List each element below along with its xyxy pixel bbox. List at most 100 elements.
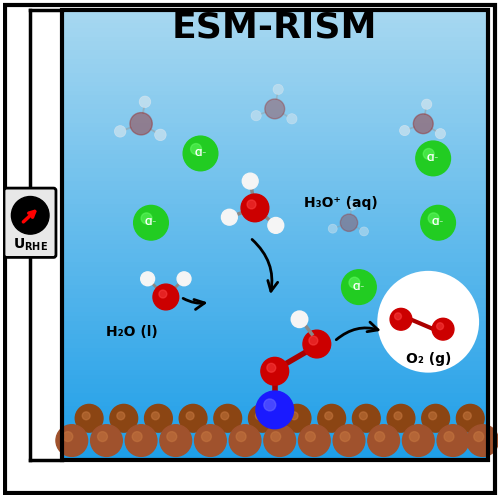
Circle shape bbox=[394, 412, 402, 420]
Circle shape bbox=[378, 272, 478, 371]
Circle shape bbox=[400, 125, 410, 136]
Circle shape bbox=[436, 323, 444, 330]
Text: Cl⁻: Cl⁻ bbox=[145, 218, 157, 227]
Circle shape bbox=[394, 313, 402, 320]
Text: ESM-RISM: ESM-RISM bbox=[172, 10, 378, 44]
Circle shape bbox=[283, 404, 311, 432]
Text: Cl⁻: Cl⁻ bbox=[194, 149, 206, 158]
Circle shape bbox=[444, 432, 454, 442]
Circle shape bbox=[456, 404, 484, 432]
Circle shape bbox=[76, 404, 103, 432]
Circle shape bbox=[265, 99, 284, 119]
Circle shape bbox=[416, 141, 450, 176]
Circle shape bbox=[186, 412, 194, 420]
Circle shape bbox=[435, 129, 446, 139]
Circle shape bbox=[422, 404, 450, 432]
Circle shape bbox=[190, 144, 202, 154]
Circle shape bbox=[56, 425, 88, 456]
Circle shape bbox=[309, 336, 318, 345]
Text: O₂ (g): O₂ (g) bbox=[406, 352, 451, 366]
Circle shape bbox=[464, 412, 471, 420]
Circle shape bbox=[467, 425, 498, 456]
Circle shape bbox=[134, 205, 168, 240]
Text: Cl⁻: Cl⁻ bbox=[427, 154, 440, 163]
Text: H₂O (l): H₂O (l) bbox=[106, 325, 158, 339]
Circle shape bbox=[290, 412, 298, 420]
FancyArrowPatch shape bbox=[183, 298, 204, 309]
FancyArrowPatch shape bbox=[252, 240, 278, 291]
Circle shape bbox=[154, 129, 166, 141]
Circle shape bbox=[349, 277, 360, 288]
Circle shape bbox=[387, 404, 415, 432]
Circle shape bbox=[179, 404, 207, 432]
Circle shape bbox=[298, 425, 330, 456]
Circle shape bbox=[402, 425, 434, 456]
Circle shape bbox=[352, 404, 380, 432]
Circle shape bbox=[214, 404, 242, 432]
Text: Cl⁻: Cl⁻ bbox=[432, 218, 444, 227]
Circle shape bbox=[333, 425, 365, 456]
Circle shape bbox=[242, 173, 258, 189]
Circle shape bbox=[422, 99, 432, 109]
Circle shape bbox=[251, 110, 262, 121]
Circle shape bbox=[292, 311, 308, 327]
Circle shape bbox=[130, 113, 152, 135]
Circle shape bbox=[423, 148, 434, 159]
Circle shape bbox=[374, 432, 384, 442]
Circle shape bbox=[221, 412, 228, 420]
Circle shape bbox=[247, 200, 256, 209]
Circle shape bbox=[342, 270, 376, 304]
Circle shape bbox=[241, 194, 269, 222]
Text: H₃O⁺ (aq): H₃O⁺ (aq) bbox=[304, 196, 378, 210]
Text: $\mathbf{U}_{\mathbf{RHE}}$: $\mathbf{U}_{\mathbf{RHE}}$ bbox=[12, 237, 48, 253]
Circle shape bbox=[360, 227, 368, 236]
Circle shape bbox=[390, 308, 412, 330]
Circle shape bbox=[324, 412, 332, 420]
Circle shape bbox=[114, 126, 126, 137]
Circle shape bbox=[474, 432, 484, 442]
Circle shape bbox=[340, 432, 350, 442]
Circle shape bbox=[177, 272, 191, 286]
Circle shape bbox=[159, 290, 167, 298]
Circle shape bbox=[261, 357, 288, 385]
Circle shape bbox=[222, 209, 238, 225]
Circle shape bbox=[340, 214, 357, 232]
Circle shape bbox=[126, 425, 157, 456]
Circle shape bbox=[348, 201, 356, 210]
Circle shape bbox=[264, 425, 296, 456]
Circle shape bbox=[98, 432, 108, 442]
Circle shape bbox=[63, 432, 73, 442]
Circle shape bbox=[360, 412, 368, 420]
Circle shape bbox=[264, 399, 276, 411]
Circle shape bbox=[437, 425, 469, 456]
Circle shape bbox=[202, 432, 211, 442]
FancyArrowPatch shape bbox=[336, 322, 378, 340]
Circle shape bbox=[271, 432, 280, 442]
Circle shape bbox=[82, 412, 90, 420]
Circle shape bbox=[273, 84, 283, 95]
Circle shape bbox=[167, 432, 176, 442]
Circle shape bbox=[306, 432, 316, 442]
Circle shape bbox=[303, 330, 330, 358]
Circle shape bbox=[160, 425, 192, 456]
Circle shape bbox=[328, 224, 337, 233]
Circle shape bbox=[414, 114, 433, 134]
Circle shape bbox=[432, 318, 454, 340]
Circle shape bbox=[421, 205, 456, 240]
Circle shape bbox=[368, 425, 400, 456]
Circle shape bbox=[139, 96, 151, 107]
Bar bbox=[62, 10, 488, 460]
Circle shape bbox=[194, 425, 226, 456]
Circle shape bbox=[318, 404, 345, 432]
Circle shape bbox=[183, 136, 218, 171]
Circle shape bbox=[236, 432, 246, 442]
Circle shape bbox=[117, 412, 125, 420]
Circle shape bbox=[428, 412, 436, 420]
Text: Cl⁻: Cl⁻ bbox=[353, 283, 365, 292]
Circle shape bbox=[428, 213, 439, 224]
Circle shape bbox=[410, 432, 420, 442]
Circle shape bbox=[110, 404, 138, 432]
Circle shape bbox=[256, 391, 294, 429]
Circle shape bbox=[248, 404, 276, 432]
FancyBboxPatch shape bbox=[4, 188, 56, 257]
